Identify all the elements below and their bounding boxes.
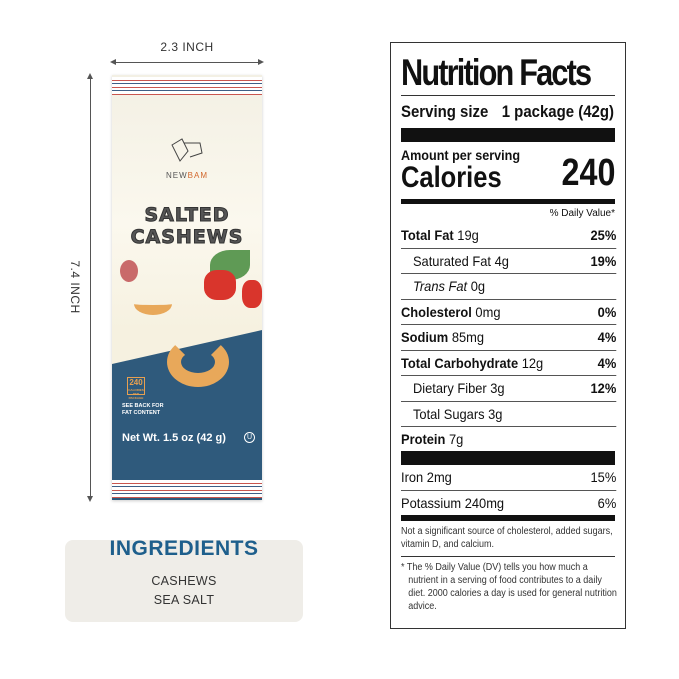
mineral-amount: 2mg <box>426 469 452 486</box>
cashew-apple-image <box>242 280 262 308</box>
nutrient-row: Trans Fat 0g <box>401 273 617 299</box>
ingredients-panel <box>65 540 303 622</box>
nutrient-row: Total Carbohydrate 12g 4% <box>401 349 617 376</box>
see-back-text: SEE BACK FOR FAT CONTENT <box>122 403 164 416</box>
kosher-icon: U <box>244 432 255 443</box>
nutrient-daily-value: 0% <box>597 303 617 320</box>
medium-divider <box>401 199 615 204</box>
cashew-apple-image <box>204 270 236 300</box>
nutrient-amount: 7g <box>448 431 464 448</box>
thick-divider <box>401 450 615 465</box>
nutrient-row: Total Fat 19g 25% <box>401 222 616 248</box>
nutrient-row: Saturated Fat 4g 19% <box>401 247 617 274</box>
nutrient-name: Sodium <box>401 329 449 346</box>
cashew-image <box>120 260 138 282</box>
nutrient-name: Trans Fat <box>412 278 468 295</box>
nutrient-rows: Total Fat 19g 25% Saturated Fat 4g 19% Trans… <box>401 222 617 452</box>
daily-value-header: % Daily Value* <box>549 208 615 219</box>
height-label: 7.4 INCH <box>68 260 82 314</box>
daily-value-footnote: * The % Daily Value (DV) tells you how m… <box>401 561 617 612</box>
nutrient-daily-value: 19% <box>590 252 617 269</box>
ingredient-item: CASHEWS <box>151 574 217 588</box>
nutrient-name: Total Fat <box>401 226 454 243</box>
mineral-row: Potassium 240mg 6% <box>401 490 617 516</box>
nutrient-name: Cholesterol <box>401 303 472 320</box>
nutrient-name: Dietary Fiber <box>412 380 487 397</box>
net-weight: Net Wt. 1.5 oz (42 g) <box>122 432 226 444</box>
divider <box>401 555 615 557</box>
nutrition-title: Nutrition Facts <box>401 52 592 93</box>
mineral-name: Potassium <box>401 495 462 512</box>
mineral-row: Iron 2mg 15% <box>401 465 616 491</box>
nutrient-daily-value: 4% <box>597 329 617 346</box>
nutrient-row: Cholesterol 0mg 0% <box>401 298 617 325</box>
thick-divider <box>401 128 615 142</box>
mineral-rows: Iron 2mg 15% Potassium 240mg 6% <box>401 465 617 516</box>
nutrient-name: Total Sugars <box>412 405 485 422</box>
nutrient-name: Protein <box>401 431 446 448</box>
top-stripes <box>112 77 262 95</box>
nutrient-daily-value: 4% <box>597 354 617 371</box>
nutrient-row: Total Sugars 3g <box>401 400 617 427</box>
height-arrow <box>87 73 93 502</box>
product-title-2: CASHEWS <box>130 226 244 248</box>
nutrient-row: Dietary Fiber 3g 12% <box>401 375 617 401</box>
product-package: NEWBAM SALTED CASHEWS 240 CALORIES PER PA… <box>112 75 262 500</box>
width-label: 2.3 INCH <box>160 40 214 54</box>
nutrition-facts-label: Nutrition Facts Serving size 1 package (4… <box>390 42 626 629</box>
nutrient-row: Protein 7g <box>401 426 617 452</box>
calories-row: Calories 240 <box>401 152 615 194</box>
nutrient-amount: 3g <box>490 380 505 397</box>
nutrient-daily-value: 12% <box>590 380 617 397</box>
nutrient-daily-value: 25% <box>590 226 617 243</box>
ingredient-item: SEA SALT <box>153 593 215 607</box>
nutrient-row: Sodium 85mg 4% <box>401 324 617 350</box>
product-title-1: SALTED <box>144 204 230 226</box>
nutrient-amount: 85mg <box>451 329 485 346</box>
medium-divider <box>401 514 615 521</box>
calories-badge: 240 CALORIES PER PACKAGE <box>127 377 145 400</box>
brand-logo: NEWBAM <box>165 171 208 180</box>
cashew-image <box>134 293 172 315</box>
nutrient-amount: 0mg <box>475 303 501 320</box>
nutrient-name: Saturated Fat <box>412 252 492 269</box>
nutrient-name: Total Carbohydrate <box>401 354 519 371</box>
mineral-name: Iron <box>401 469 424 486</box>
ingredients-title: INGREDIENTS <box>109 537 259 560</box>
mineral-amount: 240mg <box>464 495 505 512</box>
cashew-image <box>167 337 229 387</box>
nutrient-amount: 4g <box>494 252 509 269</box>
nutrient-amount: 19g <box>457 226 479 243</box>
logo-icon <box>171 138 203 162</box>
serving-size: Serving size 1 package (42g) <box>401 102 614 121</box>
width-arrow <box>110 59 264 65</box>
bottom-stripes <box>112 480 262 498</box>
nutrition-note: Not a significant source of cholesterol,… <box>401 525 613 550</box>
nutrient-amount: 12g <box>521 354 544 371</box>
amount-per-serving: Amount per serving <box>401 147 521 163</box>
nutrient-amount: 0g <box>470 278 486 295</box>
mineral-daily-value: 6% <box>597 495 617 512</box>
mineral-daily-value: 15% <box>590 469 617 486</box>
divider <box>401 95 615 96</box>
nutrient-amount: 3g <box>488 405 503 422</box>
